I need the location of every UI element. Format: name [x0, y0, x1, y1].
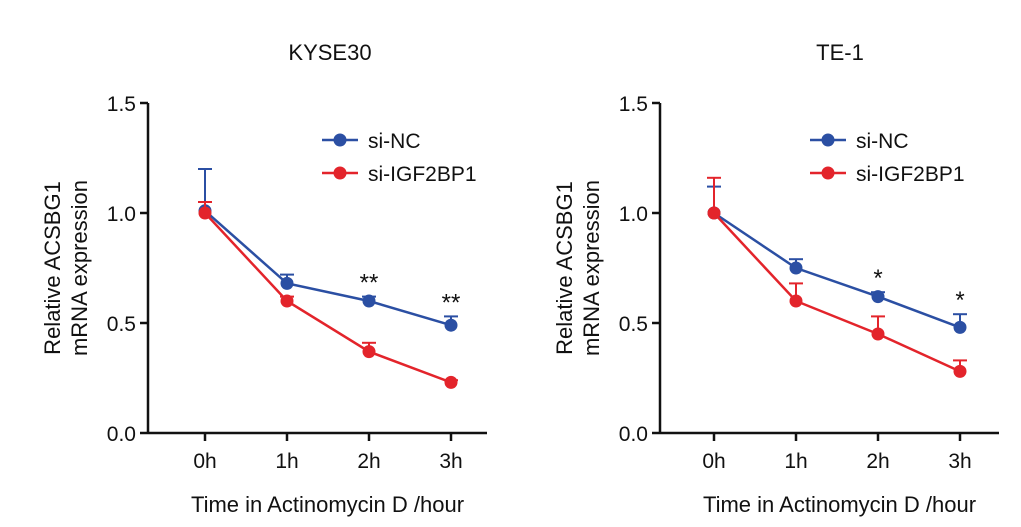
legend-label: si-NC: [856, 130, 909, 153]
legend-marker: [821, 166, 835, 180]
data-point: [444, 375, 458, 389]
data-point: [871, 290, 885, 304]
legend-item: si-IGF2BP1: [322, 163, 477, 186]
series-si-IGF2BP1: [198, 201, 458, 389]
series-si-IGF2BP1: [707, 176, 967, 378]
x-tick-label: 0h: [702, 450, 725, 473]
data-point: [953, 320, 967, 334]
data-point: [280, 294, 294, 308]
significance-label: *: [873, 265, 882, 292]
y-axis-label-line: mRNA expression: [579, 180, 604, 356]
legend-marker: [333, 166, 347, 180]
legend-item: si-IGF2BP1: [810, 163, 965, 186]
y-tick-label: 0.5: [619, 313, 648, 336]
legend-marker: [333, 133, 347, 147]
chart-title: KYSE30: [288, 40, 371, 65]
significance-label: **: [360, 270, 379, 297]
x-tick-label: 3h: [439, 450, 462, 473]
chart-panel-1: KYSE30 0.0 0.5 1.0 1.5 0h 1h 2h 3h Time in Actino…: [40, 40, 487, 517]
y-tick-label: 1.5: [619, 93, 648, 116]
data-point: [871, 327, 885, 341]
data-point: [362, 345, 376, 359]
chart-title: TE-1: [816, 40, 864, 65]
x-axis-label: Time in Actinomycin D /hour: [703, 492, 976, 517]
y-axis-label-line: Relative ACSBG1: [552, 181, 577, 355]
series-line: [204, 212, 452, 384]
data-point: [198, 206, 212, 220]
y-tick-label: 1.5: [107, 93, 136, 116]
legend-item: si-NC: [322, 130, 421, 153]
series-si-NC: [707, 185, 967, 334]
x-tick-label: 1h: [784, 450, 807, 473]
legend-label: si-IGF2BP1: [368, 163, 477, 186]
data-point: [444, 318, 458, 332]
y-tick-label: 0.0: [619, 423, 648, 446]
chart-panel-2: TE-1 0.0 0.5 1.0 1.5 0h 1h 2h 3h Time in Actinomy…: [552, 40, 999, 517]
x-axis-label: Time in Actinomycin D /hour: [191, 492, 464, 517]
legend-item: si-NC: [810, 130, 909, 153]
legend-label: si-IGF2BP1: [856, 163, 965, 186]
x-tick-label: 2h: [357, 450, 380, 473]
x-tick-label: 3h: [948, 450, 971, 473]
y-axis-label-line: mRNA expression: [67, 180, 92, 356]
y-tick-label: 0.0: [107, 423, 136, 446]
y-axis-label: Relative ACSBG1mRNA expression: [552, 180, 604, 356]
series-line: [204, 209, 452, 327]
x-tick-label: 1h: [275, 450, 298, 473]
y-tick-label: 1.0: [107, 203, 136, 226]
data-point: [789, 261, 803, 275]
data-point: [789, 294, 803, 308]
legend-marker: [821, 133, 835, 147]
data-point: [707, 206, 721, 220]
significance-label: *: [955, 287, 964, 314]
y-tick-label: 1.0: [619, 203, 648, 226]
series-line: [713, 212, 961, 373]
x-tick-label: 2h: [866, 450, 889, 473]
y-axis-label: Relative ACSBG1mRNA expression: [40, 180, 92, 356]
significance-label: **: [442, 289, 461, 316]
series-line: [713, 211, 961, 329]
data-point: [953, 364, 967, 378]
x-tick-label: 0h: [193, 450, 216, 473]
data-point: [362, 294, 376, 308]
data-point: [280, 276, 294, 290]
series-si-NC: [198, 168, 458, 332]
legend-label: si-NC: [368, 130, 421, 153]
y-axis-label-line: Relative ACSBG1: [40, 181, 65, 355]
y-tick-label: 0.5: [107, 313, 136, 336]
